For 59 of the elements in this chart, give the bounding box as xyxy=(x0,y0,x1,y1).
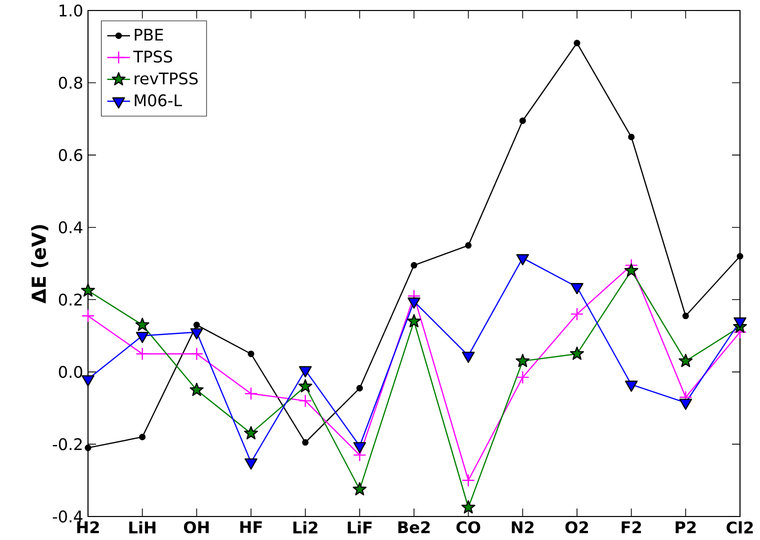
y-tick-label: 0.8 xyxy=(58,76,82,89)
point xyxy=(84,444,92,451)
x-tick-label: OH xyxy=(184,520,209,534)
point xyxy=(628,133,635,140)
point xyxy=(136,347,149,360)
point xyxy=(190,382,204,396)
point xyxy=(193,321,200,328)
y-tick-label: 0.6 xyxy=(58,148,82,161)
point xyxy=(298,378,312,392)
point xyxy=(244,426,258,440)
x-tick-label: LiF xyxy=(348,520,372,534)
point xyxy=(410,262,418,268)
point xyxy=(356,384,363,392)
point xyxy=(624,263,638,276)
y-axis-title: ΔE (eV) xyxy=(31,224,48,304)
point xyxy=(139,433,146,440)
point xyxy=(135,317,150,331)
x-tick-label: P2 xyxy=(676,520,696,533)
point xyxy=(736,252,744,260)
point xyxy=(465,242,472,248)
x-tick-label: Be2 xyxy=(398,520,430,534)
point xyxy=(81,309,95,322)
point xyxy=(519,117,526,124)
legend-label: PBE xyxy=(134,28,163,40)
legend-label: revTPSS xyxy=(134,72,198,84)
point xyxy=(516,354,530,367)
point xyxy=(248,350,254,357)
point xyxy=(570,346,584,360)
point xyxy=(682,312,689,319)
x-tick-label: Cl2 xyxy=(726,520,753,534)
point xyxy=(352,482,367,496)
y-tick-label: 0.0 xyxy=(58,366,82,378)
point xyxy=(570,307,584,320)
point xyxy=(407,314,421,328)
point xyxy=(462,474,475,487)
x-tick-label: H2 xyxy=(77,520,99,533)
x-tick-label: Li2 xyxy=(293,520,318,534)
legend-label: TPSS xyxy=(133,50,172,62)
point xyxy=(678,354,693,367)
point xyxy=(302,438,309,446)
point xyxy=(298,394,312,408)
point xyxy=(244,386,258,400)
y-tick-label: 0.2 xyxy=(58,293,82,306)
x-tick-label: O2 xyxy=(565,520,588,534)
point xyxy=(81,283,95,296)
y-tick-label: 0.4 xyxy=(58,221,82,234)
x-tick-label: HF xyxy=(240,520,262,533)
x-tick-label: CO xyxy=(456,520,480,534)
x-tick-label: F2 xyxy=(622,520,641,533)
legend-label: M06-L xyxy=(134,94,182,106)
y-tick-label: -0.2 xyxy=(52,438,82,450)
point xyxy=(461,500,476,514)
point xyxy=(190,347,204,360)
x-tick-label: N2 xyxy=(512,520,534,533)
y-tick-label: 1.0 xyxy=(60,4,82,16)
point xyxy=(516,370,530,384)
x-tick-label: LiH xyxy=(129,520,156,534)
point xyxy=(574,40,580,46)
y-tick-label: -0.4 xyxy=(52,510,82,522)
